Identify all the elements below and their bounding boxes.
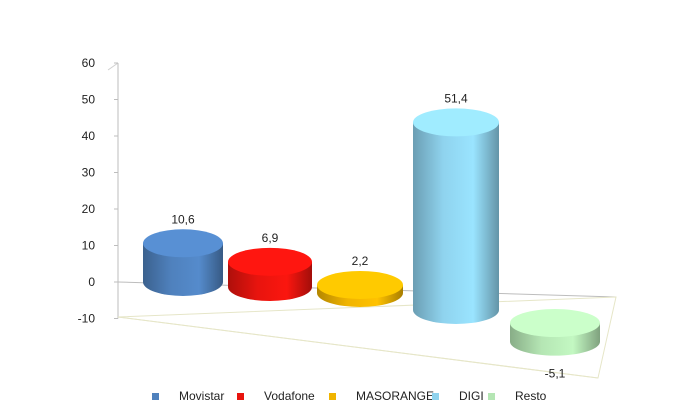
y-tick-label: 40 xyxy=(82,129,96,143)
chart-bars xyxy=(143,108,600,356)
data-labels: 10,6 6,9 2,2 51,4 -5,1 xyxy=(171,91,565,380)
bar-masorange xyxy=(317,270,403,307)
legend-swatch xyxy=(432,392,439,400)
data-label: -5,1 xyxy=(545,367,566,381)
legend-item-resto: Resto xyxy=(488,386,546,406)
legend-swatch xyxy=(152,392,159,400)
legend-label: Vodafone xyxy=(264,389,315,403)
legend-item-movistar: Movistar xyxy=(152,386,224,406)
legend-swatch xyxy=(329,392,336,400)
bar-cap xyxy=(228,247,312,276)
legend-label: DIGI xyxy=(459,389,484,403)
chart-legend: Movistar Vodafone MASORANGE DIGI Resto xyxy=(0,386,687,406)
y-tick-label: -10 xyxy=(78,312,96,326)
legend-label: MASORANGE xyxy=(356,389,435,403)
y-axis-ticks: -10 0 10 20 30 40 50 60 xyxy=(78,56,118,326)
bar-cap xyxy=(510,309,600,337)
y-tick-label: 60 xyxy=(82,56,96,70)
y-tick-label: 0 xyxy=(88,275,95,289)
bar-movistar xyxy=(143,229,223,296)
legend-label: Movistar xyxy=(179,389,225,403)
legend-swatch xyxy=(488,392,495,400)
data-label: 10,6 xyxy=(171,212,195,226)
bar-digi xyxy=(413,108,499,324)
bar-cap xyxy=(143,229,223,258)
data-label: 6,9 xyxy=(262,231,279,245)
bar-body xyxy=(143,243,223,296)
y-tick-label: 50 xyxy=(82,93,96,107)
bar-cap xyxy=(413,108,499,137)
legend-swatch xyxy=(237,392,244,400)
bar-cap xyxy=(317,270,403,299)
y-tick-label: 10 xyxy=(82,239,96,253)
legend-item-digi: DIGI xyxy=(432,386,484,406)
data-label: 2,2 xyxy=(352,254,369,268)
data-label: 51,4 xyxy=(444,91,468,105)
legend-item-masorange: MASORANGE xyxy=(329,386,434,406)
bar-vodafone xyxy=(228,247,312,301)
bar-body xyxy=(413,122,499,324)
y-tick-label: 20 xyxy=(82,202,96,216)
legend-item-vodafone: Vodafone xyxy=(237,386,315,406)
legend-label: Resto xyxy=(515,389,547,403)
bar-resto xyxy=(510,309,600,356)
y-tick-label: 30 xyxy=(82,166,96,180)
